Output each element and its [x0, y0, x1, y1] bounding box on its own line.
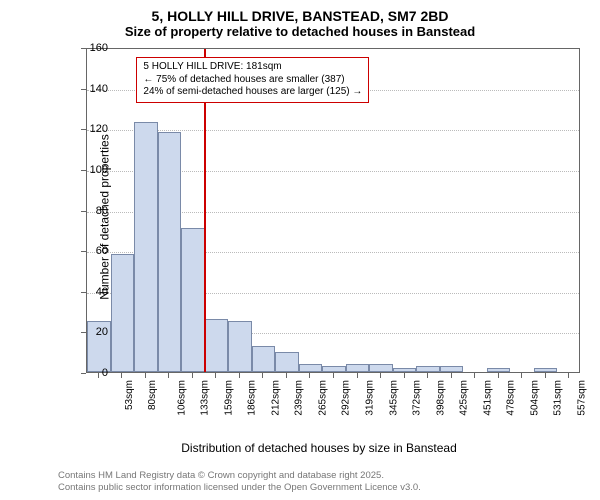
- y-tick-label: 120: [90, 123, 108, 135]
- x-tick-label: 478sqm: [506, 380, 517, 416]
- histogram-bar: [369, 364, 393, 372]
- x-tick-label: 345sqm: [388, 380, 399, 416]
- histogram-bar: [181, 228, 205, 372]
- histogram-bar: [416, 366, 440, 372]
- x-tick-label: 133sqm: [200, 380, 211, 416]
- x-axis-label: Distribution of detached houses by size …: [58, 441, 580, 455]
- histogram-bar: [393, 368, 417, 372]
- annotation-line2: ← 75% of detached houses are smaller (38…: [143, 74, 362, 87]
- x-tick-label: 239sqm: [294, 380, 305, 416]
- histogram-bar: [134, 122, 158, 372]
- x-tick-label: 372sqm: [412, 380, 423, 416]
- x-tick-label: 398sqm: [435, 380, 446, 416]
- y-tick-label: 140: [90, 83, 108, 95]
- x-tick-label: 292sqm: [341, 380, 352, 416]
- histogram-bar: [534, 368, 558, 372]
- histogram-bar: [158, 132, 182, 372]
- x-tick-label: 425sqm: [459, 380, 470, 416]
- histogram-bar: [205, 319, 229, 372]
- histogram-bar: [346, 364, 370, 372]
- x-tick-label: 504sqm: [529, 380, 540, 416]
- annotation-line1: 5 HOLLY HILL DRIVE: 181sqm: [143, 61, 362, 74]
- y-tick-label: 60: [96, 245, 108, 257]
- x-tick-label: 186sqm: [247, 380, 258, 416]
- y-tick-label: 40: [96, 286, 108, 298]
- y-tick-label: 0: [102, 367, 108, 379]
- plot-area: 5 HOLLY HILL DRIVE: 181sqm← 75% of detac…: [86, 48, 580, 373]
- x-tick-label: 106sqm: [176, 380, 187, 416]
- x-tick-label: 531sqm: [553, 380, 564, 416]
- histogram-bar: [487, 368, 511, 372]
- histogram-bar: [228, 321, 252, 372]
- y-tick-label: 80: [96, 205, 108, 217]
- x-tick-label: 212sqm: [270, 380, 281, 416]
- x-tick-label: 53sqm: [124, 380, 135, 410]
- chart-area: Number of detached properties 5 HOLLY HI…: [58, 48, 580, 400]
- histogram-bar: [252, 346, 276, 372]
- footer-line2: Contains public sector information licen…: [58, 482, 421, 494]
- histogram-bar: [440, 366, 464, 372]
- x-tick-label: 451sqm: [482, 380, 493, 416]
- histogram-bar: [275, 352, 299, 372]
- x-tick-label: 319sqm: [365, 380, 376, 416]
- annotation-line3: 24% of semi-detached houses are larger (…: [143, 86, 362, 99]
- y-tick-label: 20: [96, 326, 108, 338]
- x-tick-label: 265sqm: [318, 380, 329, 416]
- x-tick-label: 159sqm: [223, 380, 234, 416]
- footer-attribution: Contains HM Land Registry data © Crown c…: [58, 470, 421, 494]
- histogram-bar: [322, 366, 346, 372]
- histogram-bar: [111, 254, 135, 372]
- y-tick-label: 160: [90, 42, 108, 54]
- annotation-box: 5 HOLLY HILL DRIVE: 181sqm← 75% of detac…: [136, 57, 369, 103]
- y-tick-label: 100: [90, 164, 108, 176]
- footer-line1: Contains HM Land Registry data © Crown c…: [58, 470, 421, 482]
- x-tick-label: 80sqm: [147, 380, 158, 410]
- chart-title-address: 5, HOLLY HILL DRIVE, BANSTEAD, SM7 2BD: [0, 0, 600, 24]
- x-tick-label: 557sqm: [576, 380, 587, 416]
- histogram-bar: [299, 364, 323, 372]
